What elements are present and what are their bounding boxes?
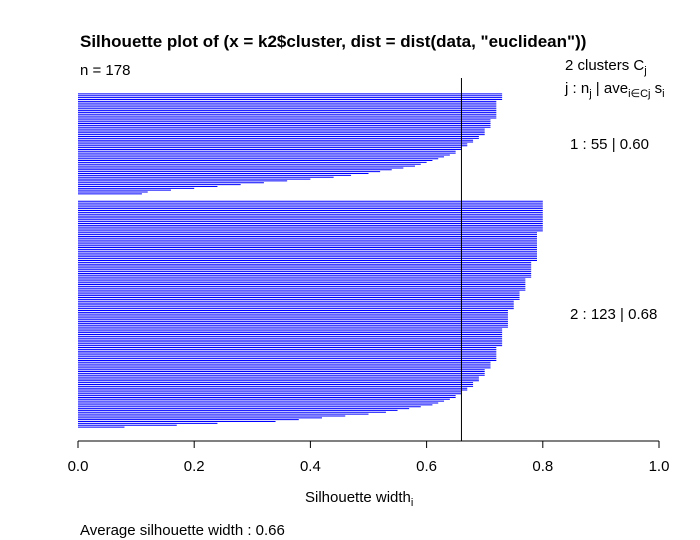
legend-line-1-sub: j [643,65,646,77]
x-axis-label: Silhouette widthi [305,489,413,509]
chart-title: Silhouette plot of (x = k2$cluster, dist… [80,32,586,51]
legend-line-2-b: | ave [592,80,628,97]
legend-line-2-b-sub: i∈Cj [628,88,650,100]
legend-line-1: 2 clusters Cj [565,57,647,77]
legend-line-1-main: 2 clusters C [565,57,644,74]
x-axis-label-main: Silhouette width [305,489,411,506]
x-tick-label: 0.2 [184,458,205,475]
legend-line-2-a: j : n [564,80,589,97]
legend-line-2: j : nj | avei∈Cj si [564,80,665,100]
x-tick-label: 0.6 [416,458,437,475]
cluster-labels: 1 : 55 | 0.60 2 : 123 | 0.68 [570,136,657,323]
legend-line-2-a-sub: j [588,88,591,100]
x-axis-label-sub: i [411,497,413,509]
x-tick-label: 0.4 [300,458,321,475]
bars-group [78,93,543,428]
legend-line-2-c-sub: i [662,88,664,100]
legend-line-2-c: s [650,80,662,97]
cluster-label: 1 : 55 | 0.60 [570,136,649,153]
n-label: n = 178 [80,62,130,79]
cluster-label: 2 : 123 | 0.68 [570,306,657,323]
average-silhouette-label: Average silhouette width : 0.66 [80,522,285,539]
x-axis: 0.0 0.2 0.4 0.6 0.8 1.0 [68,440,670,475]
x-tick-label: 0.0 [68,458,89,475]
x-tick-label: 0.8 [532,458,553,475]
x-tick-label: 1.0 [649,458,670,475]
